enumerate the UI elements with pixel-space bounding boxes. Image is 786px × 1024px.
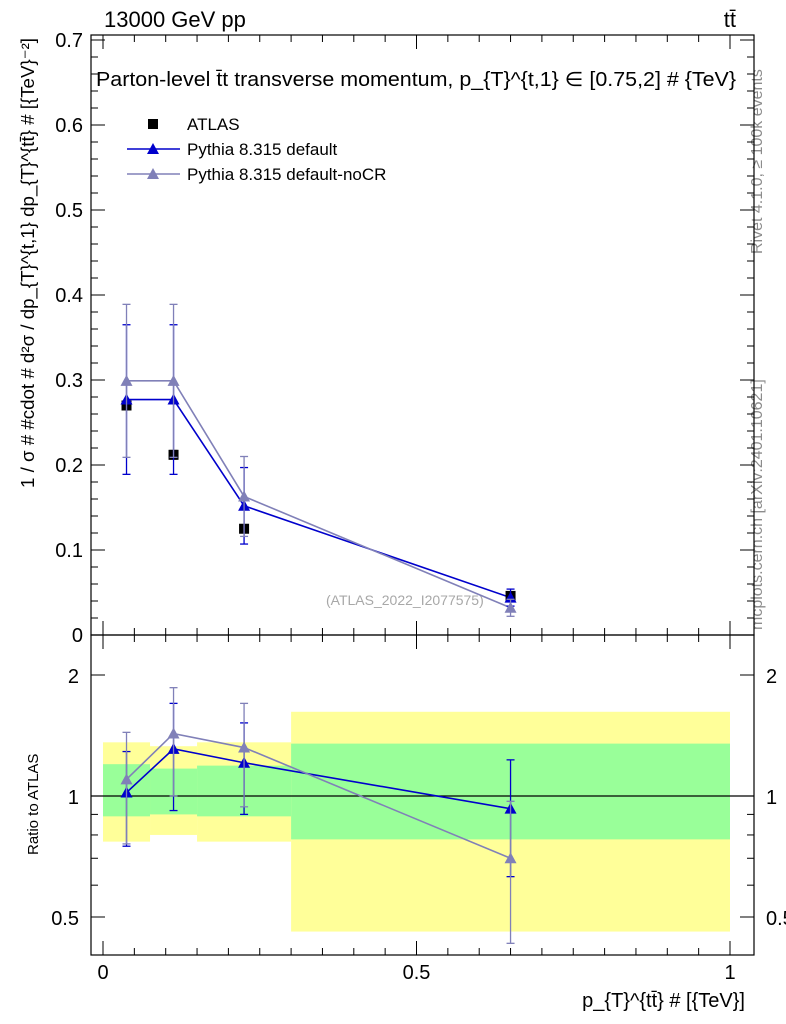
legend-entry-label: ATLAS bbox=[187, 115, 240, 134]
ratio-data-point bbox=[120, 773, 133, 785]
ratio-data-point bbox=[167, 727, 180, 739]
series-line-pythia-8.315-default-nocr bbox=[126, 380, 511, 609]
legend-entry-label: Pythia 8.315 default bbox=[187, 140, 338, 159]
x-axis-label: p_{T}^{tt̄} # [{TeV}] bbox=[582, 990, 745, 1012]
ratio-data-layer bbox=[120, 687, 517, 944]
x-tick-label: 1 bbox=[724, 962, 735, 984]
main-y-tick-label: 0.3 bbox=[55, 370, 83, 392]
ratio-data-point bbox=[238, 741, 251, 753]
main-y-tick-label: 0.1 bbox=[55, 540, 83, 562]
ratio-data-point bbox=[504, 852, 517, 864]
energy-label: 13000 GeV pp bbox=[104, 7, 246, 32]
ratio-y-tick-label: 0.5 bbox=[51, 908, 79, 930]
x-tick-label: 0.5 bbox=[403, 962, 431, 984]
analysis-label: (ATLAS_2022_I2077575) bbox=[326, 592, 484, 608]
series-line-pythia-8.315-default bbox=[126, 398, 511, 599]
data-point-triangle bbox=[238, 490, 251, 502]
legend-marker-triangle bbox=[147, 143, 159, 154]
process-label: tt̄ bbox=[724, 7, 736, 32]
ratio-y-tick-label: 2 bbox=[68, 666, 79, 688]
ratio-y-axis-label: Ratio to ATLAS bbox=[25, 754, 42, 855]
ratio-series-line bbox=[125, 732, 511, 860]
main-y-tick-label: 0.6 bbox=[55, 115, 83, 137]
data-point-triangle bbox=[504, 601, 517, 613]
main-y-axis-label: 1 / σ # #cdot # d²σ / dp_{T}^{t,1} dp_{T… bbox=[18, 38, 39, 488]
x-tick-label: 0 bbox=[97, 962, 108, 984]
main-y-tick-label: 0.7 bbox=[55, 30, 83, 52]
mcplots-label: mcplots.cern.ch [arXiv:2401.10621] bbox=[749, 379, 766, 630]
ratio-frame bbox=[90, 634, 755, 956]
data-point-triangle bbox=[167, 374, 180, 386]
ratio-panel: 0.5 0.5 1 1 2 2 0 0.5 1 Ratio to ATLAS p_{T}^{tt… bbox=[25, 634, 786, 1012]
data-point-triangle bbox=[120, 374, 133, 386]
ratio-y-tick-label-right: 1 bbox=[766, 787, 777, 809]
legend-entry-label: Pythia 8.315 default-noCR bbox=[187, 165, 386, 184]
main-y-tick-label: 0.4 bbox=[55, 285, 83, 307]
ratio-y-tick-label: 1 bbox=[68, 787, 79, 809]
main-panel: 0 0.1 0.2 0.3 0.4 0.5 0.6 0.7 Parton-level t̄t … bbox=[18, 30, 755, 647]
ratio-axis-ticks: 0.5 0.5 1 1 2 2 0 0.5 1 bbox=[51, 635, 786, 984]
legend-marker-square bbox=[148, 119, 158, 129]
ratio-uncertainty-bands bbox=[103, 711, 730, 932]
ratio-series-line bbox=[125, 747, 511, 810]
main-y-tick-label: 0.2 bbox=[55, 455, 83, 477]
main-y-tick-label: 0.5 bbox=[55, 200, 83, 222]
main-data-layer bbox=[120, 303, 517, 617]
main-axis-ticks: 0 0.1 0.2 0.3 0.4 0.5 0.6 0.7 bbox=[55, 30, 754, 647]
legend: ATLAS Pythia 8.315 default Pythia 8.315 de… bbox=[127, 115, 386, 184]
main-title: Parton-level t̄t transverse momentum, p_… bbox=[96, 69, 736, 91]
legend-marker-triangle bbox=[147, 168, 159, 179]
rivet-label: Rivet 4.1.0, ≥ 100k events bbox=[749, 69, 766, 254]
main-y-tick-label: 0 bbox=[72, 625, 83, 647]
ratio-y-tick-label-right: 2 bbox=[766, 666, 777, 688]
ratio-y-tick-label-right: 0.5 bbox=[766, 908, 786, 930]
